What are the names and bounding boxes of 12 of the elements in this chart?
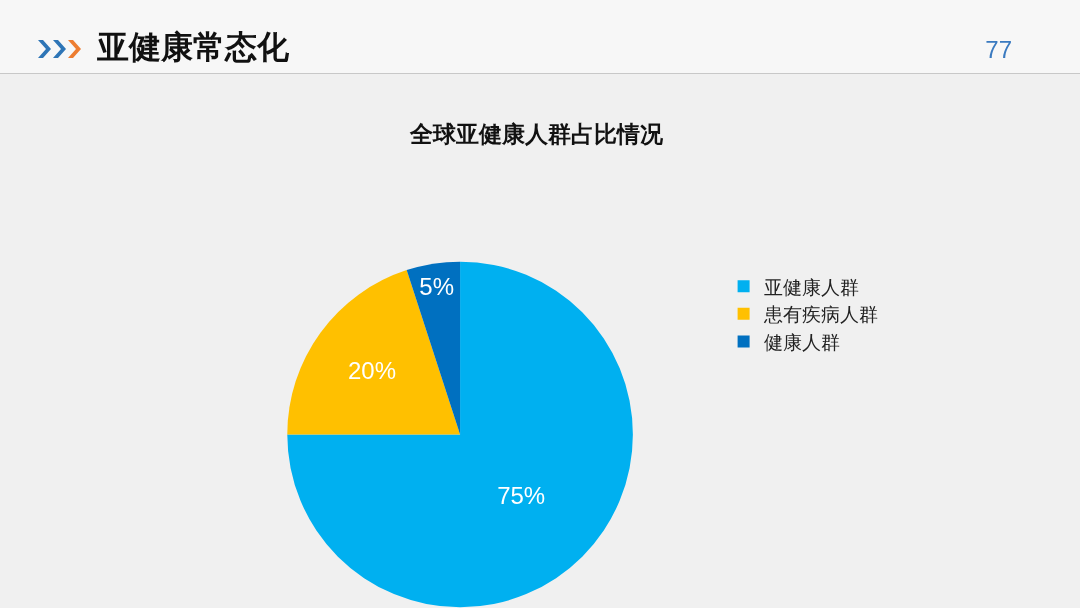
legend-label: 亚健康人群: [763, 275, 859, 298]
pie-slice: [287, 261, 633, 608]
data-label: 75%: [497, 482, 546, 510]
text: 77: [985, 36, 1012, 64]
pie-slice: [406, 261, 461, 435]
pie-slice: [287, 270, 461, 435]
legend-label: 患有疾病人群: [762, 303, 878, 326]
data-label: 20%: [348, 356, 397, 384]
chart-title: 亚健康常态化: [97, 27, 289, 68]
legend-label: 健康人群: [763, 330, 840, 353]
data-label: 5%: [419, 273, 455, 301]
chart-subtitle: 全球亚健康人群占比情况: [409, 121, 664, 147]
